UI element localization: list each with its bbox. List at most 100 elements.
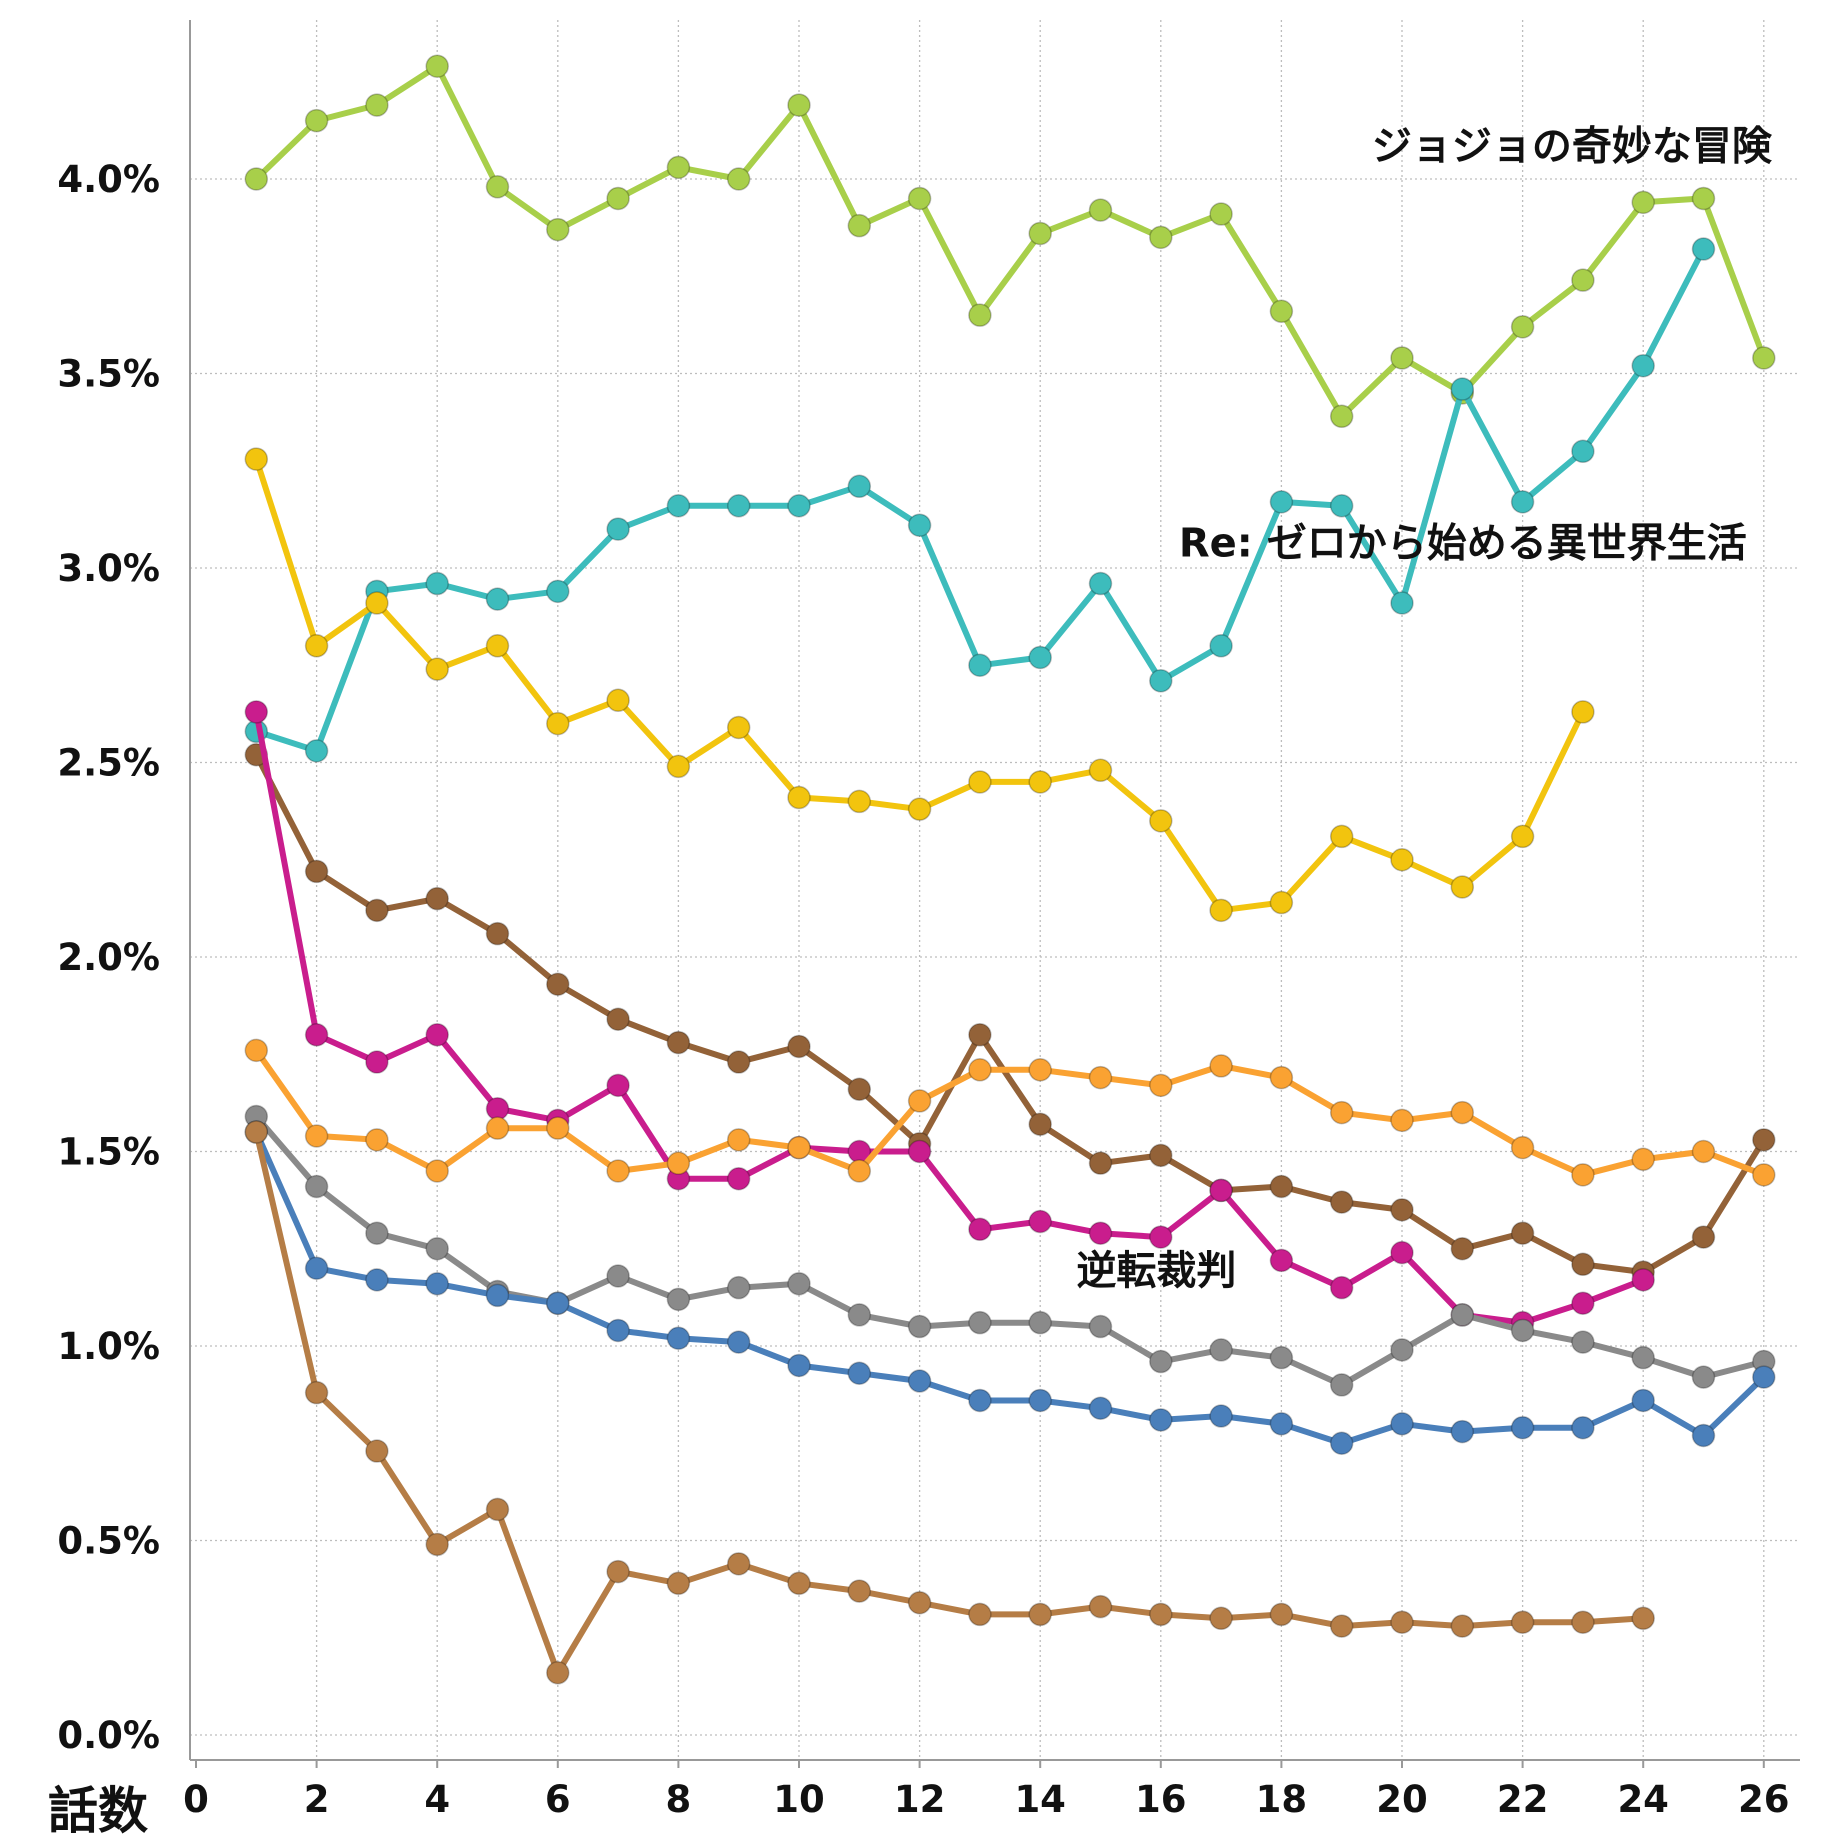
data-point: [244, 447, 269, 471]
data-point: [304, 1023, 329, 1047]
data-point: [666, 754, 691, 779]
data-point: [968, 1310, 992, 1335]
data-point: [666, 155, 691, 180]
data-point: [1390, 1240, 1414, 1265]
data-point: [1752, 1163, 1776, 1187]
series-4: [244, 742, 1776, 1284]
data-point: [1510, 1318, 1535, 1343]
data-point: [546, 1116, 570, 1140]
data-point: [1028, 645, 1052, 670]
data-point: [365, 1221, 389, 1245]
data-point: [1269, 1065, 1294, 1090]
data-point: [847, 789, 872, 814]
data-point: [1329, 494, 1354, 518]
data-point: [907, 797, 932, 821]
y-tick-label: 1.5%: [57, 1131, 160, 1174]
data-point: [968, 1023, 992, 1047]
data-point: [304, 1124, 329, 1148]
data-point: [726, 1275, 751, 1300]
data-point: [1631, 1388, 1655, 1413]
data-point: [1088, 1151, 1113, 1175]
data-point: [1571, 268, 1595, 292]
data-point: [847, 1077, 872, 1102]
data-point: [1088, 758, 1113, 783]
data-point: [365, 591, 389, 615]
series-2: [244, 237, 1716, 763]
data-point: [1631, 353, 1655, 378]
data-point: [1571, 439, 1595, 464]
data-point: [304, 108, 329, 133]
data-point: [606, 688, 630, 713]
data-point: [425, 54, 449, 78]
data-point: [244, 167, 269, 191]
data-point: [425, 1159, 449, 1183]
data-point: [485, 1497, 510, 1522]
data-point: [304, 634, 329, 658]
data-point: [666, 1030, 691, 1055]
data-point: [847, 474, 872, 499]
data-point: [1691, 237, 1716, 261]
data-point: [1209, 202, 1233, 226]
series-7: [244, 1104, 1776, 1397]
data-point: [1269, 1248, 1294, 1273]
data-point: [787, 1272, 811, 1296]
series-line: [253, 708, 1647, 1326]
data-point: [1571, 1252, 1595, 1277]
series-3: [244, 447, 1595, 923]
data-point: [907, 513, 932, 537]
data-point: [365, 1268, 389, 1292]
data-point: [425, 1237, 449, 1261]
series-lines: [244, 54, 1776, 1685]
data-point: [1571, 1163, 1595, 1187]
data-point: [244, 700, 269, 724]
data-point: [365, 93, 389, 117]
data-point: [1510, 824, 1535, 849]
data-point: [304, 1256, 329, 1280]
data-point: [787, 1353, 811, 1378]
data-point: [968, 1388, 992, 1413]
data-point: [425, 886, 449, 911]
series-line: [253, 1129, 1767, 1447]
data-point: [485, 1096, 510, 1121]
data-point: [787, 93, 811, 117]
data-point: [304, 1380, 329, 1405]
y-tick-label: 3.5%: [57, 353, 160, 396]
data-point: [1450, 1303, 1475, 1327]
data-point: [1450, 1237, 1475, 1261]
data-point: [1209, 1054, 1233, 1078]
x-tick-label: 18: [1256, 1778, 1308, 1821]
series-line: [253, 63, 1767, 420]
data-point: [1269, 1174, 1294, 1199]
data-point: [726, 494, 751, 518]
data-point: [847, 1361, 872, 1385]
data-point: [1028, 1388, 1052, 1413]
data-point: [1149, 225, 1173, 250]
data-point: [1088, 1396, 1113, 1420]
x-tick-label: 8: [666, 1778, 692, 1821]
data-point: [1691, 1139, 1716, 1164]
data-point: [907, 1314, 932, 1339]
data-point: [787, 1034, 811, 1059]
data-point: [1088, 1594, 1113, 1619]
data-point: [1088, 198, 1113, 222]
x-tick-label: 0: [183, 1778, 209, 1821]
data-point: [1149, 1349, 1173, 1374]
data-point: [425, 657, 449, 681]
data-point: [425, 1272, 449, 1296]
data-point: [485, 634, 510, 658]
data-point: [1752, 346, 1776, 370]
data-point: [1390, 1412, 1414, 1436]
data-point: [1149, 809, 1173, 833]
data-point: [1028, 1058, 1052, 1082]
data-point: [1510, 1415, 1535, 1440]
data-point: [1450, 377, 1475, 401]
data-point: [1390, 1198, 1414, 1222]
data-point: [847, 1159, 872, 1183]
data-point: [847, 213, 872, 238]
data-point: [1631, 1147, 1655, 1172]
x-tick-label: 16: [1135, 1778, 1187, 1821]
data-point: [244, 1038, 269, 1063]
data-point: [304, 1174, 329, 1199]
data-point: [1631, 190, 1655, 215]
